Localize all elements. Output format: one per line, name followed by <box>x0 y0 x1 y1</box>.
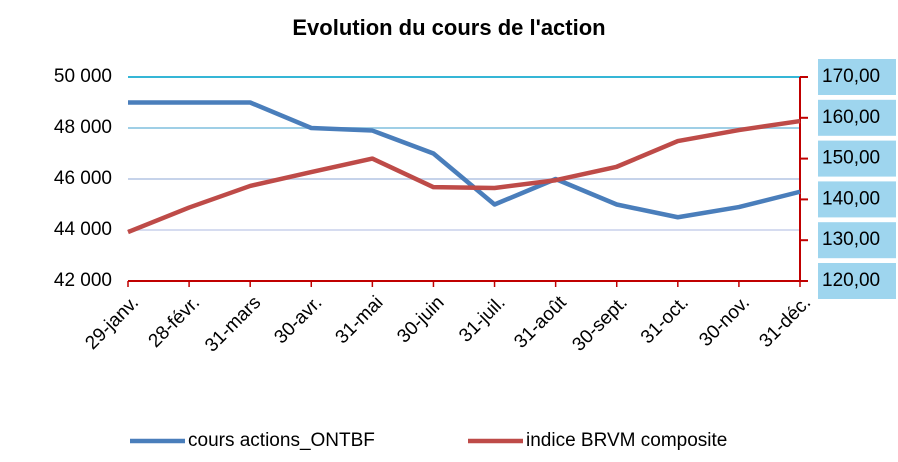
y-tick-label: 46 000 <box>54 168 112 189</box>
x-tick-label: 30-juin <box>393 292 448 347</box>
legend-label: indice BRVM composite <box>526 430 727 451</box>
series-line <box>127 118 801 235</box>
y2-label-box <box>818 263 896 299</box>
x-tick-label: 31-mars <box>201 292 265 356</box>
x-tick-label: 28-févr. <box>145 292 205 352</box>
y-tick-label: 44 000 <box>54 219 112 240</box>
y2-tick-label: 170,00 <box>822 66 880 87</box>
y-tick-label: 48 000 <box>54 117 112 138</box>
y2-tick-label: 130,00 <box>822 229 880 250</box>
y2-tick-label: 160,00 <box>822 107 880 128</box>
y2-tick-label: 140,00 <box>822 188 880 209</box>
x-tick-label: 31-déc. <box>755 292 815 352</box>
chart-title: Evolution du cours de l'action <box>292 15 605 40</box>
y2-tick-label: 150,00 <box>822 148 880 169</box>
x-tick-label: 30-nov. <box>695 292 754 351</box>
x-tick-label: 29-janv. <box>81 292 143 354</box>
x-tick-label: 30-sept. <box>568 292 631 355</box>
y2-label-box <box>818 140 896 177</box>
y2-label-box <box>818 181 896 218</box>
series-line <box>128 100 801 220</box>
x-tick-label: 30-avr. <box>270 292 326 348</box>
x-tick-label: 31-mai <box>332 292 388 348</box>
x-tick-label: 31-août <box>510 292 571 353</box>
x-tick-label: 31-juil. <box>455 292 509 346</box>
y-tick-label: 50 000 <box>54 66 112 87</box>
y2-label-box <box>818 222 896 259</box>
x-tick-label: 31-oct. <box>637 292 693 348</box>
y2-label-box <box>818 99 896 136</box>
y2-tick-label: 120,00 <box>822 270 880 291</box>
y2-label-box <box>818 59 896 95</box>
y-tick-label: 42 000 <box>54 270 112 291</box>
legend-label: cours actions_ONTBF <box>188 430 375 451</box>
